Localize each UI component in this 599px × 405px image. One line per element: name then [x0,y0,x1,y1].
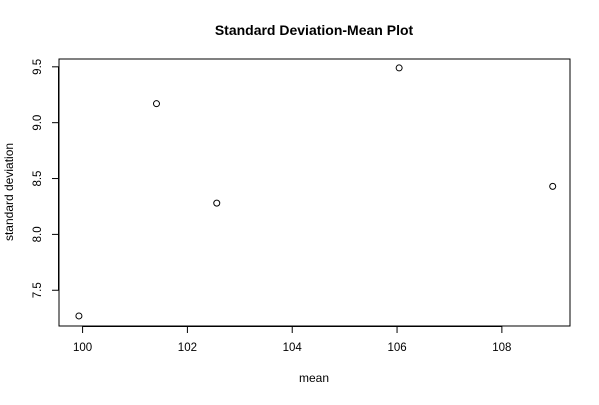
data-point [549,182,557,190]
x-tick-label: 104 [283,342,303,354]
y-axis-label: standard deviation [2,143,16,241]
x-tick-label: 100 [73,342,92,354]
x-tick-label: 108 [492,342,511,354]
plot-frame [58,58,571,327]
data-point [395,64,403,72]
x-tick-label: 106 [387,342,406,354]
x-axis: 100 102 104 106 108 [73,326,511,354]
y-tick-label: 9.0 [32,115,44,131]
data-point [213,199,221,207]
y-tick-label: 8.5 [32,171,44,187]
y-tick-label: 9.5 [32,59,44,75]
data-point [75,312,83,320]
data-point [152,100,160,108]
x-tick-label: 102 [178,342,197,354]
chart-title: Standard Deviation-Mean Plot [215,22,414,38]
y-tick-label: 7.5 [32,282,44,298]
y-axis: 7.5 8.0 8.5 9.0 9.5 [32,59,59,298]
y-tick-label: 8.0 [32,226,44,242]
data-points [75,64,557,320]
x-axis-label: mean [299,371,329,385]
